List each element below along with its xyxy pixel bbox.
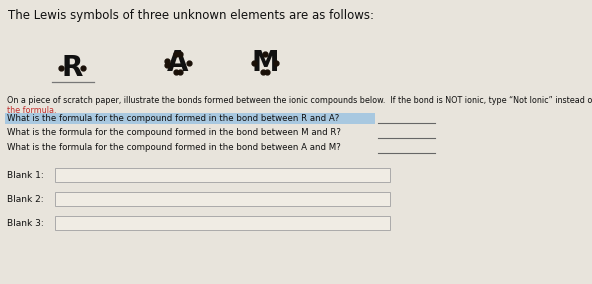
Text: M: M <box>251 49 279 77</box>
Text: What is the formula for the compound formed in the bond between A and M?: What is the formula for the compound for… <box>7 143 341 152</box>
FancyBboxPatch shape <box>5 113 375 124</box>
Text: the formula.: the formula. <box>7 106 56 115</box>
Text: Blank 2:: Blank 2: <box>7 195 44 204</box>
FancyBboxPatch shape <box>55 216 390 230</box>
FancyBboxPatch shape <box>55 192 390 206</box>
Text: Blank 1:: Blank 1: <box>7 170 44 179</box>
Text: R: R <box>62 54 83 82</box>
Text: On a piece of scratch paper, illustrate the bonds formed between the ionic compo: On a piece of scratch paper, illustrate … <box>7 96 592 105</box>
Text: What is the formula for the compound formed in the bond between M and R?: What is the formula for the compound for… <box>7 128 341 137</box>
Text: The Lewis symbols of three unknown elements are as follows:: The Lewis symbols of three unknown eleme… <box>8 9 374 22</box>
Text: What is the formula for the compound formed in the bond between R and A?: What is the formula for the compound for… <box>7 114 339 123</box>
Text: A: A <box>168 49 189 77</box>
FancyBboxPatch shape <box>55 168 390 182</box>
Text: Blank 3:: Blank 3: <box>7 218 44 227</box>
